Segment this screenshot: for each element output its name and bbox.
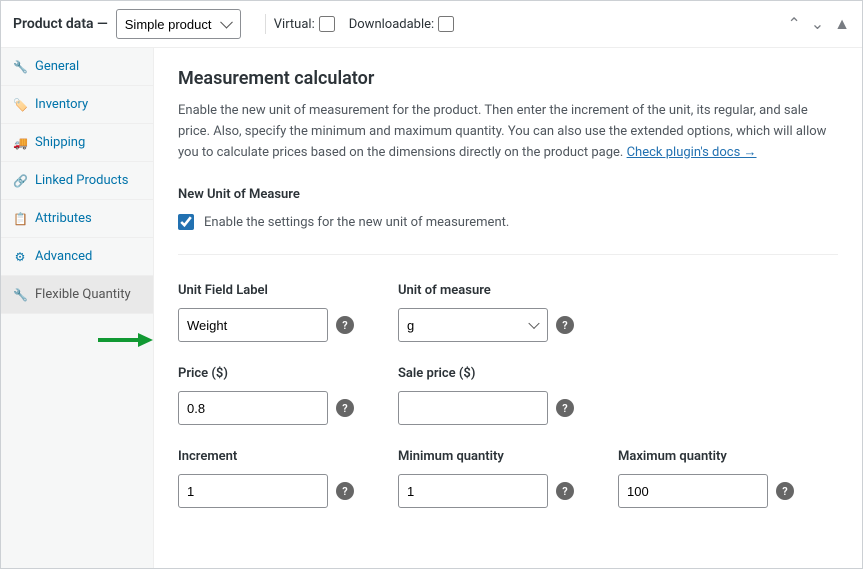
- field-sale-price: Sale price ($) ?: [398, 366, 618, 425]
- docs-link[interactable]: Check plugin's docs →: [627, 145, 757, 160]
- collapse-icon[interactable]: ▲: [834, 16, 850, 32]
- field-label: Price ($): [178, 366, 398, 381]
- field-label: Maximum quantity: [618, 449, 838, 464]
- sidebar: 🔧 General 🏷️ Inventory 🚚 Shipping 🔗 Link…: [1, 48, 154, 568]
- main-content: Measurement calculator Enable the new un…: [154, 48, 862, 568]
- panel-header: Product data — Simple product Virtual: D…: [1, 1, 862, 48]
- field-label: Unit of measure: [398, 283, 618, 298]
- help-icon[interactable]: ?: [336, 482, 354, 500]
- field-price: Price ($) ?: [178, 366, 398, 425]
- wrench-icon: 🔧: [13, 288, 27, 302]
- panel-title: Product data —: [13, 16, 108, 32]
- description: Enable the new unit of measurement for t…: [178, 101, 838, 163]
- arrow-indicator: [1, 314, 153, 354]
- product-type-select[interactable]: Simple product: [116, 9, 241, 39]
- field-label: Minimum quantity: [398, 449, 618, 464]
- enable-row: Enable the settings for the new unit of …: [178, 214, 838, 255]
- help-icon[interactable]: ?: [556, 316, 574, 334]
- help-icon[interactable]: ?: [556, 482, 574, 500]
- new-unit-section-label: New Unit of Measure: [178, 187, 838, 202]
- sidebar-item-label: Linked Products: [35, 173, 128, 188]
- sidebar-item-linked-products[interactable]: 🔗 Linked Products: [1, 162, 153, 200]
- help-icon[interactable]: ?: [776, 482, 794, 500]
- list-icon: 📋: [13, 212, 27, 226]
- field-label: Unit Field Label: [178, 283, 398, 298]
- panel-body: 🔧 General 🏷️ Inventory 🚚 Shipping 🔗 Link…: [1, 48, 862, 568]
- sidebar-item-attributes[interactable]: 📋 Attributes: [1, 200, 153, 238]
- product-data-panel: Product data — Simple product Virtual: D…: [0, 0, 863, 569]
- move-down-icon[interactable]: ⌄: [811, 16, 824, 32]
- enable-checkbox[interactable]: [178, 214, 194, 230]
- move-up-icon[interactable]: ⌃: [787, 16, 800, 32]
- divider: [265, 14, 266, 34]
- sidebar-item-advanced[interactable]: ⚙ Advanced: [1, 238, 153, 276]
- increment-input[interactable]: [178, 474, 328, 508]
- sidebar-item-label: Advanced: [35, 249, 92, 264]
- gear-icon: ⚙: [13, 250, 27, 264]
- sidebar-item-flexible-quantity[interactable]: 🔧 Flexible Quantity: [1, 276, 153, 314]
- field-min-qty: Minimum quantity ?: [398, 449, 618, 508]
- help-icon[interactable]: ?: [336, 316, 354, 334]
- unit-measure-select[interactable]: g: [398, 308, 548, 342]
- sidebar-item-inventory[interactable]: 🏷️ Inventory: [1, 86, 153, 124]
- main-heading: Measurement calculator: [178, 68, 838, 89]
- unit-label-input[interactable]: [178, 308, 328, 342]
- help-icon[interactable]: ?: [336, 399, 354, 417]
- sidebar-item-label: Shipping: [35, 135, 85, 150]
- downloadable-label[interactable]: Downloadable:: [349, 16, 454, 32]
- help-icon[interactable]: ?: [556, 399, 574, 417]
- panel-controls: ⌃ ⌄ ▲: [787, 16, 850, 32]
- field-label: Sale price ($): [398, 366, 618, 381]
- sidebar-item-general[interactable]: 🔧 General: [1, 48, 153, 86]
- field-label: Increment: [178, 449, 398, 464]
- price-input[interactable]: [178, 391, 328, 425]
- sidebar-item-label: General: [35, 59, 79, 74]
- sidebar-item-shipping[interactable]: 🚚 Shipping: [1, 124, 153, 162]
- virtual-checkbox[interactable]: [319, 16, 335, 32]
- virtual-label[interactable]: Virtual:: [274, 16, 335, 32]
- downloadable-checkbox[interactable]: [438, 16, 454, 32]
- sidebar-item-label: Flexible Quantity: [35, 287, 131, 302]
- field-max-qty: Maximum quantity ?: [618, 449, 838, 508]
- field-increment: Increment ?: [178, 449, 398, 508]
- sale-price-input[interactable]: [398, 391, 548, 425]
- sidebar-item-label: Attributes: [35, 211, 92, 226]
- link-icon: 🔗: [13, 174, 27, 188]
- arrow-icon: [93, 330, 153, 350]
- field-unit-measure: Unit of measure g ?: [398, 283, 618, 342]
- enable-label: Enable the settings for the new unit of …: [204, 215, 509, 230]
- wrench-icon: 🔧: [13, 60, 27, 74]
- sidebar-item-label: Inventory: [35, 97, 88, 112]
- min-qty-input[interactable]: [398, 474, 548, 508]
- truck-icon: 🚚: [13, 136, 27, 150]
- max-qty-input[interactable]: [618, 474, 768, 508]
- field-unit-label: Unit Field Label ?: [178, 283, 398, 342]
- tag-icon: 🏷️: [13, 98, 27, 112]
